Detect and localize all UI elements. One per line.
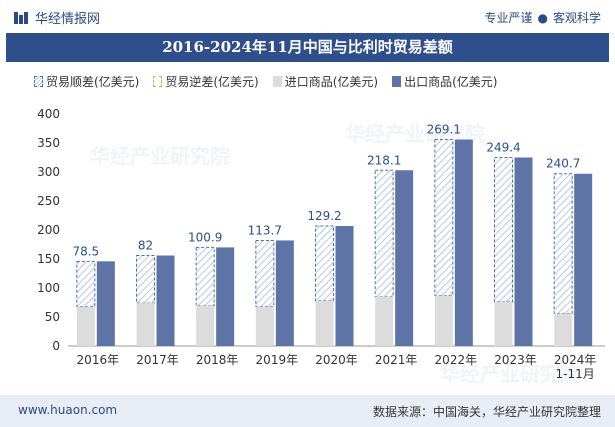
- dot-separator-icon: ●: [537, 11, 548, 25]
- import-bar: [76, 306, 95, 346]
- x-tick-label: 2018年: [196, 353, 239, 367]
- y-tick-label: 200: [37, 223, 60, 237]
- legend-item-export: 出口商品(亿美元): [392, 73, 498, 90]
- surplus-bar: [136, 255, 155, 304]
- surplus-value-label: 78.5: [72, 244, 99, 258]
- import-bar: [196, 305, 215, 346]
- y-tick-label: 100: [37, 281, 60, 295]
- legend-item-deficit: 贸易逆差(亿美元): [153, 73, 259, 90]
- y-tick-label: 50: [45, 310, 60, 324]
- surplus-bar: [434, 139, 454, 297]
- export-bar: [335, 225, 354, 346]
- footer: www.huaon.com 数据来源：中国海关，华经产业研究院整理: [0, 395, 615, 427]
- brand[interactable]: 华经情报网: [14, 8, 100, 27]
- export-swatch-icon: [392, 76, 402, 87]
- x-tick-label: 2022年: [435, 353, 478, 367]
- surplus-value-label: 240.7: [546, 157, 580, 171]
- y-tick-label: 150: [37, 252, 60, 266]
- y-tick-label: 400: [37, 107, 60, 121]
- tagline-left: 专业严谨: [484, 11, 533, 25]
- export-bar: [514, 157, 533, 346]
- y-tick-label: 300: [37, 165, 60, 179]
- import-bar: [136, 303, 155, 346]
- surplus-value-label: 129.2: [307, 209, 341, 223]
- legend-surplus-label: 贸易顺差(亿美元): [46, 75, 140, 89]
- export-bar: [275, 240, 294, 346]
- x-tick-label: 1-11月: [556, 367, 595, 381]
- legend-export-label: 出口商品(亿美元): [404, 75, 498, 89]
- tagline: 专业严谨 ● 客观科学: [484, 9, 601, 26]
- surplus-bar: [315, 225, 334, 302]
- export-bar: [574, 173, 593, 346]
- legend-deficit-label: 贸易逆差(亿美元): [165, 75, 259, 89]
- surplus-bar: [374, 169, 394, 298]
- y-tick-label: 250: [37, 194, 60, 208]
- surplus-swatch-icon: [34, 76, 43, 87]
- top-bar: 华经情报网 专业严谨 ● 客观科学: [0, 0, 615, 33]
- import-bar: [315, 300, 334, 346]
- surplus-value-label: 100.9: [188, 230, 222, 244]
- import-bar: [255, 306, 274, 346]
- export-bar: [395, 170, 414, 346]
- surplus-bar: [195, 246, 215, 307]
- surplus-value-label: 249.4: [486, 141, 520, 155]
- x-tick-label: 2016年: [77, 353, 120, 367]
- tagline-right: 客观科学: [552, 11, 601, 25]
- x-tick-label: 2024年: [554, 353, 597, 367]
- export-bar: [156, 255, 175, 346]
- legend-item-surplus: 贸易顺差(亿美元): [34, 73, 139, 90]
- brand-name: 华经情报网: [35, 12, 101, 27]
- import-bar: [434, 295, 453, 346]
- export-bar: [96, 261, 115, 346]
- surplus-bar: [553, 173, 573, 315]
- import-bar: [375, 296, 394, 346]
- x-tick-label: 2019年: [256, 353, 299, 367]
- surplus-bar: [76, 260, 96, 308]
- x-tick-label: 2020年: [315, 353, 358, 367]
- surplus-value-label: 269.1: [427, 123, 461, 137]
- y-tick-label: 0: [52, 339, 60, 353]
- bar-chart: 0 50 100 150 200 250 300 350 400 78.5 2016年 82 2017年…: [37, 107, 605, 381]
- surplus-value-label: 113.7: [248, 223, 282, 237]
- x-tick-label: 2021年: [375, 353, 418, 367]
- import-bar: [494, 301, 513, 346]
- import-bar: [554, 313, 573, 346]
- footer-source: 数据来源：中国海关，华经产业研究院整理: [372, 405, 601, 419]
- x-tick-label: 2017年: [136, 353, 179, 367]
- brand-logo-icon: [14, 11, 28, 24]
- x-tick-label: 2023年: [494, 353, 537, 367]
- chart-title: 2016-2024年11月中国与比利时贸易差额: [6, 33, 609, 62]
- surplus-bar: [255, 239, 275, 308]
- export-bar: [216, 247, 235, 346]
- y-tick-label: 350: [37, 136, 60, 150]
- deficit-swatch-icon: [153, 76, 163, 87]
- import-swatch-icon: [272, 76, 282, 87]
- legend-import-label: 进口商品(亿美元): [284, 75, 379, 89]
- legend-item-import: 进口商品(亿美元): [272, 73, 379, 90]
- surplus-value-label: 218.1: [367, 153, 401, 167]
- export-bar: [454, 139, 473, 346]
- surplus-value-label: 82: [138, 239, 153, 253]
- surplus-bar: [494, 157, 513, 303]
- legend: 贸易顺差(亿美元) 贸易逆差(亿美元) 进口商品(亿美元) 出口商品(亿美元): [34, 73, 512, 90]
- footer-url-link[interactable]: www.huaon.com: [18, 403, 118, 417]
